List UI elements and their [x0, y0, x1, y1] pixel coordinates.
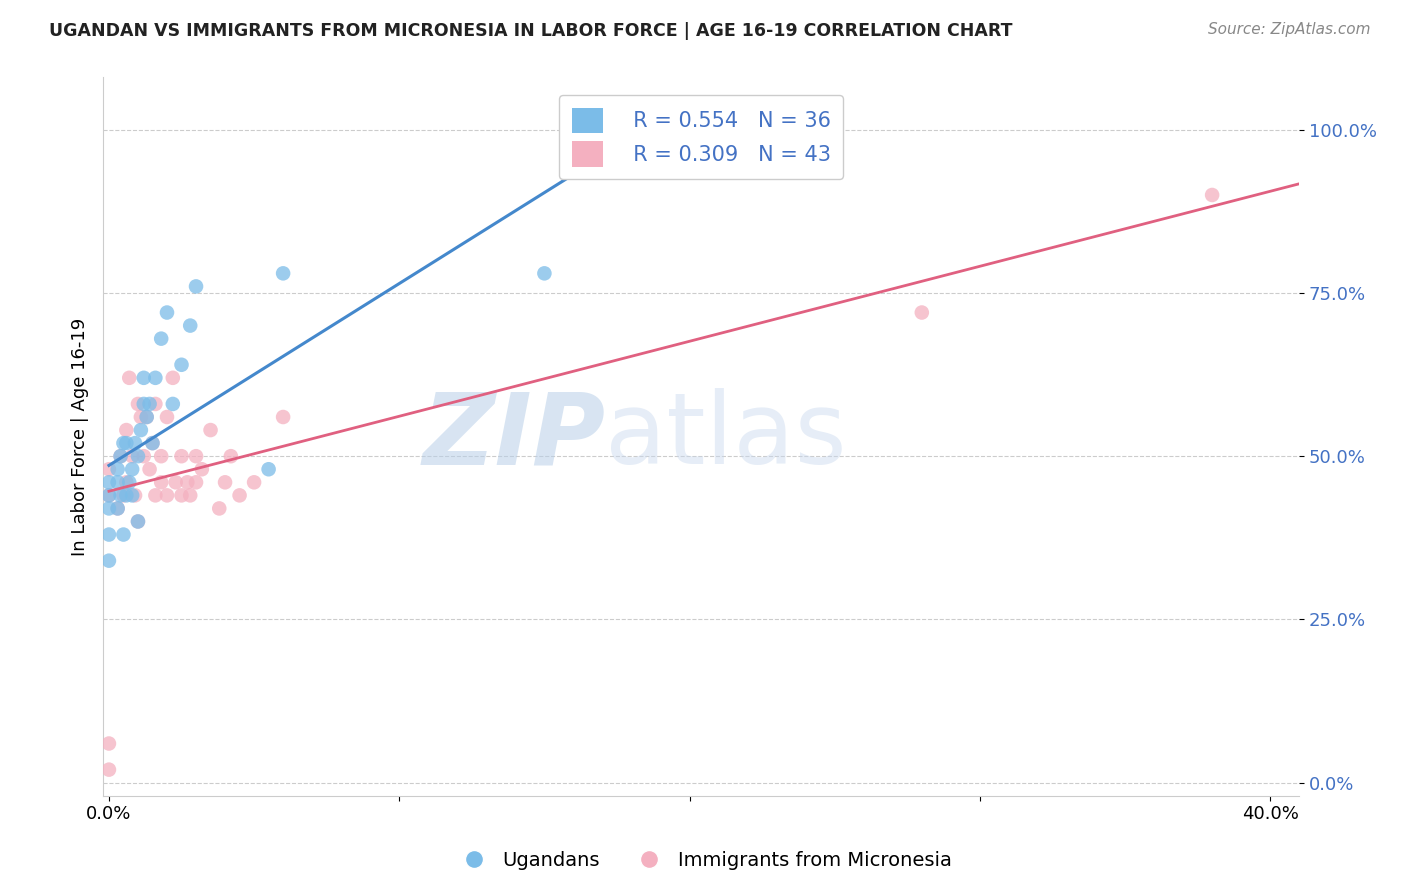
Point — [115, 436, 138, 450]
Point — [124, 488, 146, 502]
Point — [110, 449, 132, 463]
Point — [132, 397, 155, 411]
Point — [271, 409, 294, 424]
Point — [97, 462, 120, 476]
Point — [110, 488, 132, 502]
Point — [121, 449, 143, 463]
Point — [97, 475, 120, 490]
Point — [115, 423, 138, 437]
Point — [124, 436, 146, 450]
Point — [184, 279, 207, 293]
Text: atlas: atlas — [606, 388, 846, 485]
Point — [170, 488, 193, 502]
Legend:   R = 0.554   N = 36,   R = 0.309   N = 43: R = 0.554 N = 36, R = 0.309 N = 43 — [560, 95, 844, 179]
Point — [145, 397, 167, 411]
Point — [243, 475, 266, 490]
Point — [138, 462, 160, 476]
Point — [1201, 188, 1223, 202]
Point — [121, 462, 143, 476]
Text: UGANDAN VS IMMIGRANTS FROM MICRONESIA IN LABOR FORCE | AGE 16-19 CORRELATION CHA: UGANDAN VS IMMIGRANTS FROM MICRONESIA IN… — [49, 22, 1012, 40]
Point — [145, 488, 167, 502]
Point — [150, 475, 173, 490]
Point — [112, 527, 135, 541]
Point — [911, 305, 934, 319]
Point — [184, 449, 207, 463]
Point — [170, 449, 193, 463]
Point — [97, 488, 120, 502]
Point — [107, 501, 129, 516]
Point — [162, 397, 184, 411]
Point — [112, 436, 135, 450]
Legend: Ugandans, Immigrants from Micronesia: Ugandans, Immigrants from Micronesia — [446, 843, 960, 878]
Point — [138, 397, 160, 411]
Point — [162, 371, 184, 385]
Point — [145, 371, 167, 385]
Point — [110, 449, 132, 463]
Point — [184, 475, 207, 490]
Point — [127, 449, 149, 463]
Point — [107, 462, 129, 476]
Point — [132, 449, 155, 463]
Point — [97, 554, 120, 568]
Point — [135, 409, 157, 424]
Point — [107, 501, 129, 516]
Point — [176, 475, 198, 490]
Point — [141, 436, 163, 450]
Point — [208, 501, 231, 516]
Point — [228, 488, 250, 502]
Point — [156, 305, 179, 319]
Point — [179, 488, 201, 502]
Point — [135, 409, 157, 424]
Point — [132, 371, 155, 385]
Point — [170, 358, 193, 372]
Point — [118, 371, 141, 385]
Point — [97, 488, 120, 502]
Point — [150, 332, 173, 346]
Point — [118, 475, 141, 490]
Point — [214, 475, 236, 490]
Point — [156, 409, 179, 424]
Text: Source: ZipAtlas.com: Source: ZipAtlas.com — [1208, 22, 1371, 37]
Text: ZIP: ZIP — [422, 388, 606, 485]
Y-axis label: In Labor Force | Age 16-19: In Labor Force | Age 16-19 — [72, 318, 89, 556]
Point — [165, 475, 187, 490]
Point — [156, 488, 179, 502]
Point — [97, 737, 120, 751]
Point — [127, 397, 149, 411]
Point — [97, 527, 120, 541]
Point — [127, 515, 149, 529]
Point — [150, 449, 173, 463]
Point — [141, 436, 163, 450]
Point — [97, 763, 120, 777]
Point — [121, 488, 143, 502]
Point — [179, 318, 201, 333]
Point — [129, 423, 152, 437]
Point — [97, 501, 120, 516]
Point — [219, 449, 242, 463]
Point — [115, 475, 138, 490]
Point — [200, 423, 222, 437]
Point — [191, 462, 214, 476]
Point — [257, 462, 280, 476]
Point — [127, 515, 149, 529]
Point — [129, 409, 152, 424]
Point — [533, 266, 555, 280]
Point — [115, 488, 138, 502]
Point — [107, 475, 129, 490]
Point — [112, 488, 135, 502]
Point — [271, 266, 294, 280]
